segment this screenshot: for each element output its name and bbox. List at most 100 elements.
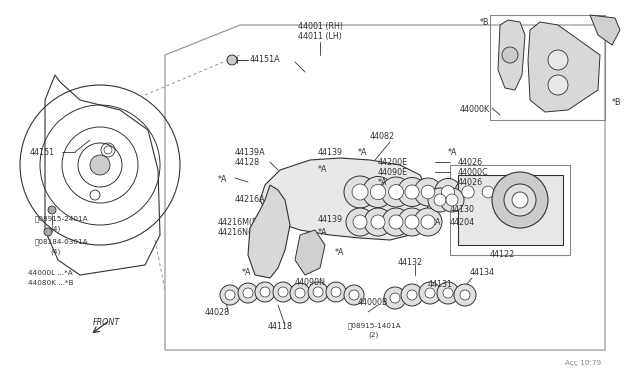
Circle shape bbox=[504, 184, 536, 216]
Circle shape bbox=[364, 208, 392, 236]
Circle shape bbox=[443, 288, 453, 298]
Text: 44122: 44122 bbox=[490, 250, 515, 259]
Text: *A: *A bbox=[448, 148, 458, 157]
Text: *B: *B bbox=[480, 18, 490, 27]
Circle shape bbox=[512, 192, 528, 208]
Circle shape bbox=[227, 55, 237, 65]
Text: 44131: 44131 bbox=[428, 280, 453, 289]
Circle shape bbox=[238, 283, 258, 303]
Circle shape bbox=[273, 282, 293, 302]
Circle shape bbox=[313, 287, 323, 297]
Circle shape bbox=[446, 194, 458, 206]
Circle shape bbox=[362, 176, 394, 208]
Circle shape bbox=[482, 186, 494, 198]
Text: 44090E: 44090E bbox=[378, 168, 408, 177]
Circle shape bbox=[440, 188, 464, 212]
Circle shape bbox=[352, 184, 368, 200]
Circle shape bbox=[90, 155, 110, 175]
Bar bbox=[450, 165, 570, 255]
Text: 44134: 44134 bbox=[470, 268, 495, 277]
Text: *A: *A bbox=[378, 178, 387, 187]
Circle shape bbox=[344, 285, 364, 305]
Circle shape bbox=[225, 290, 235, 300]
Text: 44216M(RH): 44216M(RH) bbox=[218, 218, 268, 227]
Text: 44026: 44026 bbox=[458, 158, 483, 167]
Circle shape bbox=[349, 290, 359, 300]
Text: (4): (4) bbox=[50, 248, 60, 254]
Circle shape bbox=[260, 287, 270, 297]
Text: *A: *A bbox=[318, 165, 328, 174]
Circle shape bbox=[437, 282, 459, 304]
Circle shape bbox=[308, 282, 328, 302]
Text: 44000C: 44000C bbox=[458, 168, 488, 177]
Text: *B: *B bbox=[612, 98, 621, 107]
Text: 44139: 44139 bbox=[318, 148, 343, 157]
Text: *A: *A bbox=[462, 188, 472, 197]
Circle shape bbox=[425, 288, 435, 298]
Circle shape bbox=[421, 215, 435, 229]
Text: Ⓠ08915-2401A: Ⓠ08915-2401A bbox=[35, 215, 88, 222]
Circle shape bbox=[344, 176, 376, 208]
Text: *A: *A bbox=[242, 268, 252, 277]
Circle shape bbox=[346, 208, 374, 236]
Text: 44139: 44139 bbox=[318, 215, 343, 224]
Circle shape bbox=[405, 185, 419, 199]
Circle shape bbox=[435, 179, 461, 205]
Circle shape bbox=[220, 285, 240, 305]
Text: FRONT: FRONT bbox=[93, 318, 120, 327]
Circle shape bbox=[390, 293, 400, 303]
Text: 44200E: 44200E bbox=[378, 158, 408, 167]
Circle shape bbox=[278, 287, 288, 297]
Circle shape bbox=[382, 208, 410, 236]
Circle shape bbox=[371, 184, 386, 200]
Bar bbox=[458, 175, 563, 245]
Text: (2): (2) bbox=[368, 332, 378, 339]
Text: *A: *A bbox=[432, 218, 442, 227]
Text: 44151: 44151 bbox=[30, 148, 55, 157]
Circle shape bbox=[331, 287, 341, 297]
Circle shape bbox=[548, 75, 568, 95]
Polygon shape bbox=[498, 20, 525, 90]
Text: 44026: 44026 bbox=[458, 178, 483, 187]
Text: 44151A: 44151A bbox=[250, 55, 280, 64]
Polygon shape bbox=[295, 230, 325, 275]
Text: 44000L ...*A: 44000L ...*A bbox=[28, 270, 73, 276]
Text: *A: *A bbox=[335, 248, 344, 257]
Circle shape bbox=[398, 208, 426, 236]
Polygon shape bbox=[590, 15, 620, 45]
Text: *A: *A bbox=[218, 175, 227, 184]
Polygon shape bbox=[528, 22, 600, 112]
Bar bbox=[490, 15, 605, 120]
Circle shape bbox=[389, 215, 403, 229]
Circle shape bbox=[502, 47, 518, 63]
Circle shape bbox=[44, 228, 52, 236]
Circle shape bbox=[421, 185, 435, 199]
Circle shape bbox=[419, 282, 441, 304]
Text: 44082: 44082 bbox=[370, 132, 395, 141]
Circle shape bbox=[434, 194, 446, 206]
Circle shape bbox=[388, 185, 403, 199]
Text: 44011 (LH): 44011 (LH) bbox=[298, 32, 342, 41]
Text: 44080K ...*B: 44080K ...*B bbox=[28, 280, 74, 286]
Text: *A: *A bbox=[318, 228, 328, 237]
Circle shape bbox=[401, 284, 423, 306]
Text: 44132: 44132 bbox=[398, 258, 423, 267]
Text: Ⓠ08915-1401A: Ⓠ08915-1401A bbox=[348, 322, 402, 328]
Text: 44118: 44118 bbox=[268, 322, 293, 331]
Text: 44028: 44028 bbox=[205, 308, 230, 317]
Text: 44216A: 44216A bbox=[235, 195, 266, 204]
Text: 44000K: 44000K bbox=[460, 105, 490, 114]
Text: 44130: 44130 bbox=[450, 205, 475, 214]
Polygon shape bbox=[248, 185, 290, 278]
Text: 44000B: 44000B bbox=[358, 298, 388, 307]
Text: 44216N(LH): 44216N(LH) bbox=[218, 228, 266, 237]
Circle shape bbox=[48, 206, 56, 214]
Circle shape bbox=[548, 50, 568, 70]
Polygon shape bbox=[260, 158, 430, 240]
Circle shape bbox=[476, 180, 500, 205]
Circle shape bbox=[454, 284, 476, 306]
Circle shape bbox=[326, 282, 346, 302]
Text: ⒲08184-0301A: ⒲08184-0301A bbox=[35, 238, 88, 245]
Circle shape bbox=[462, 186, 474, 198]
Circle shape bbox=[455, 179, 481, 205]
